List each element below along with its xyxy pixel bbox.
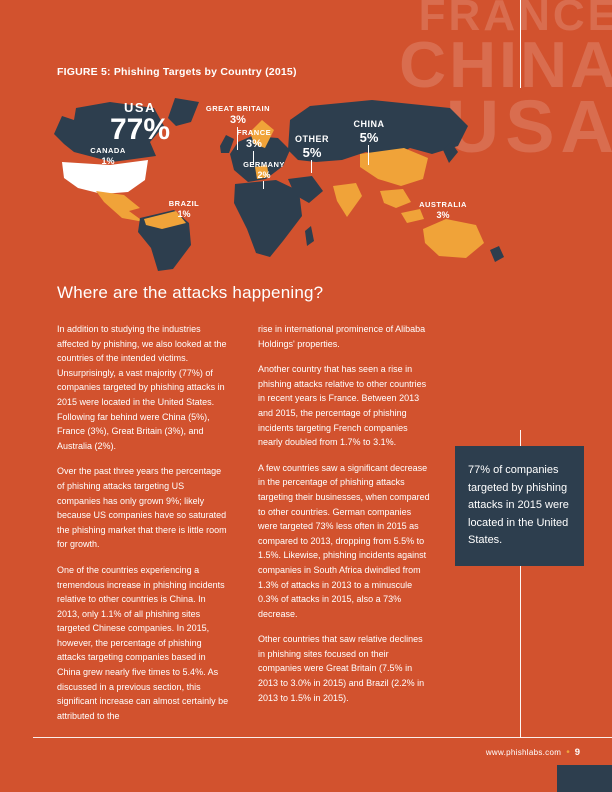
paragraph: rise in international prominence of Alib… xyxy=(258,324,426,349)
leader-line-germany xyxy=(263,181,264,189)
watermark-text: FRANCE CHINA USA xyxy=(399,0,612,169)
map-region-russia-asia xyxy=(288,100,468,162)
map-label-great-britain-country: GREAT BRITAIN xyxy=(205,104,271,113)
map-region-australia xyxy=(423,219,484,258)
map-label-france: FRANCE 3% xyxy=(232,128,276,150)
map-region-europe xyxy=(230,136,290,182)
map-label-germany: GERMANY 2% xyxy=(238,160,290,180)
map-region-middle-east xyxy=(288,176,323,203)
map-label-other: OTHER 5% xyxy=(289,134,335,160)
body-column-1: In addition to studying the industries a… xyxy=(57,322,229,734)
map-label-brazil: BRAZIL 1% xyxy=(163,199,205,219)
world-map xyxy=(54,98,504,271)
callout-text: 77% of companies targeted by phishing at… xyxy=(468,464,569,546)
map-region-northern-south-america xyxy=(144,211,186,229)
leader-line-france xyxy=(253,151,254,165)
leader-line-china xyxy=(368,145,369,165)
leader-line-other xyxy=(311,160,312,173)
callout-box: 77% of companies targeted by phishing at… xyxy=(455,446,584,566)
map-region-china xyxy=(360,148,428,186)
map-label-china-country: CHINA xyxy=(353,119,385,129)
map-label-germany-country: GERMANY xyxy=(243,160,285,169)
vertical-rule-bottom xyxy=(520,430,521,738)
map-label-usa: USA 77% xyxy=(100,100,180,145)
paragraph: One of the countries experiencing a trem… xyxy=(57,564,229,721)
footer-rule xyxy=(33,737,612,738)
map-label-canada: CANADA 1% xyxy=(84,146,132,166)
paragraph: In addition to studying the industries a… xyxy=(57,324,227,451)
map-label-australia-country: AUSTRALIA xyxy=(419,200,467,209)
map-region-greenland xyxy=(168,98,199,126)
map-label-usa-country: USA xyxy=(124,100,156,115)
paragraph: A few countries saw a significant decrea… xyxy=(258,462,430,619)
page-number: 9 xyxy=(574,747,580,758)
footer-url[interactable]: www.phishlabs.com xyxy=(485,748,562,757)
map-label-brazil-value: 1% xyxy=(177,209,191,219)
map-label-great-britain-value: 3% xyxy=(230,114,246,126)
footer-bullet: • xyxy=(566,746,570,758)
paragraph: Another country that has seen a rise in … xyxy=(258,364,427,448)
map-label-germany-value: 2% xyxy=(257,170,271,180)
watermark-usa: USA xyxy=(445,85,612,169)
map-label-france-country: FRANCE xyxy=(236,128,272,137)
corner-block xyxy=(557,765,612,792)
map-label-brazil-country: BRAZIL xyxy=(168,199,200,208)
map-region-africa xyxy=(234,180,302,257)
map-label-australia-value: 3% xyxy=(436,210,450,220)
map-label-china: CHINA 5% xyxy=(348,119,390,145)
map-region-scandinavia xyxy=(250,120,274,148)
map-region-southeast-asia xyxy=(380,189,411,208)
body-column-2: rise in international prominence of Alib… xyxy=(258,322,430,716)
map-region-usa xyxy=(62,160,148,194)
map-label-china-value: 5% xyxy=(359,130,379,145)
watermark-france: FRANCE xyxy=(418,0,612,40)
map-label-france-value: 3% xyxy=(246,138,262,150)
paragraph: Other countries that saw relative declin… xyxy=(258,634,425,703)
map-label-canada-value: 1% xyxy=(101,156,115,166)
vertical-rule-top xyxy=(520,0,521,88)
map-region-indonesia xyxy=(401,209,424,223)
map-label-great-britain: GREAT BRITAIN 3% xyxy=(203,104,273,126)
map-region-canada xyxy=(54,102,164,162)
leader-line-great-britain xyxy=(237,127,238,150)
figure-title: FIGURE 5: Phishing Targets by Country (2… xyxy=(57,66,297,78)
map-label-australia: AUSTRALIA 3% xyxy=(414,200,472,220)
map-region-germany xyxy=(255,165,269,179)
section-heading: Where are the attacks happening? xyxy=(57,283,324,302)
footer: www.phishlabs.com • 9 xyxy=(486,747,580,758)
watermark-china: CHINA xyxy=(399,27,612,101)
map-label-other-country: OTHER xyxy=(295,134,329,144)
map-region-uk xyxy=(220,135,234,153)
map-region-japan xyxy=(443,142,458,163)
map-region-india xyxy=(333,183,362,217)
map-label-other-value: 5% xyxy=(302,145,322,160)
map-region-madagascar xyxy=(305,226,314,246)
map-label-canada-country: CANADA xyxy=(90,146,126,155)
map-region-new-zealand xyxy=(490,246,504,262)
map-region-mexico-central-america xyxy=(96,191,144,222)
map-label-usa-value: 77% xyxy=(109,113,171,146)
paragraph: Over the past three years the percentage… xyxy=(57,466,227,550)
